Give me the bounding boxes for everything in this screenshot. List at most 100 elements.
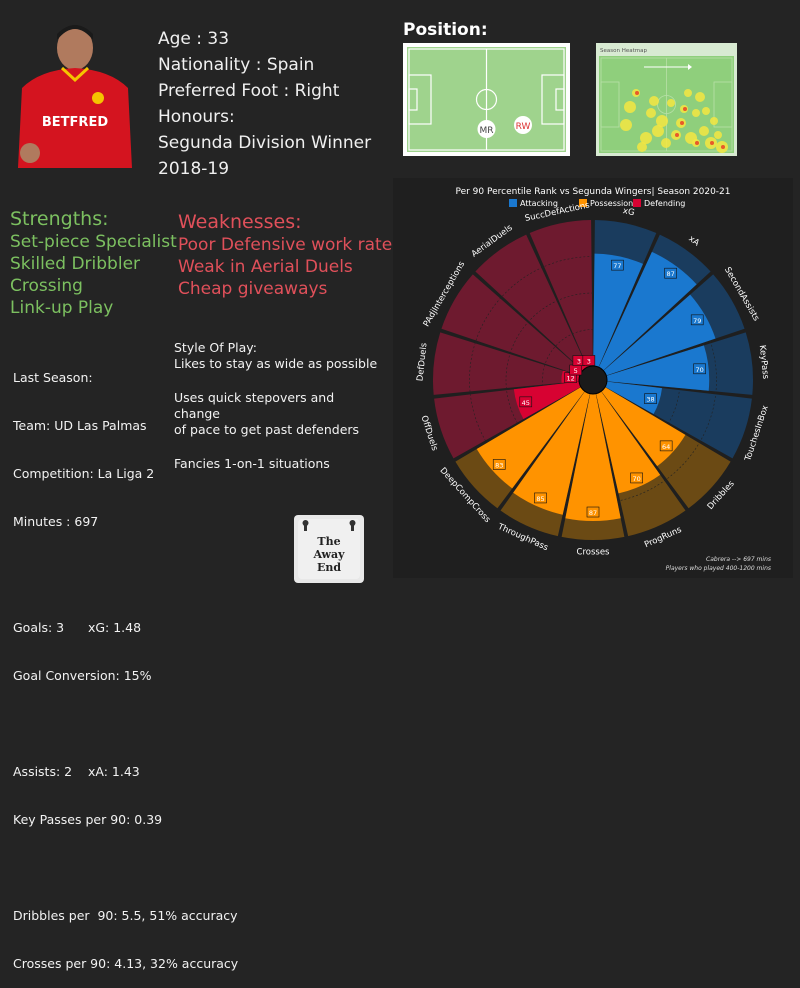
- value-label: 85: [536, 495, 544, 503]
- value-label: 77: [613, 262, 621, 270]
- value-label-box: [611, 259, 624, 271]
- position-pitch: MR RW: [403, 43, 570, 156]
- style-line: Uses quick stepovers and change: [174, 390, 335, 421]
- style-line: Fancies 1-on-1 situations: [174, 456, 330, 471]
- style-of-play: Style Of Play: Likes to stay as wide as …: [174, 340, 384, 472]
- heat-spot: [640, 132, 652, 144]
- category-label: DefDuels: [415, 342, 429, 382]
- radar-value-bar: [565, 393, 621, 522]
- value-label: 70: [632, 475, 640, 483]
- value-label-box: [644, 393, 657, 404]
- radar-value-bar: [513, 381, 581, 420]
- heat-spot: [695, 92, 705, 102]
- goals-xg: Goals: 3 xG: 1.48: [13, 620, 142, 635]
- value-label: 5: [574, 367, 578, 375]
- honours-season: 2018-19: [158, 159, 230, 179]
- player-photo: BETFRED: [10, 18, 140, 168]
- style-heading: Style Of Play:: [174, 340, 257, 355]
- last-season-heading: Last Season:: [13, 370, 93, 385]
- position-title: Position:: [403, 20, 488, 40]
- strength-item: Skilled Dribbler: [10, 254, 141, 274]
- radar-background-slice: [529, 220, 593, 368]
- heat-spot: [710, 117, 718, 125]
- value-label-box: [690, 314, 704, 326]
- heat-spot: [649, 96, 659, 106]
- strengths-panel: Strengths: Set-piece Specialist Skilled …: [10, 207, 177, 319]
- value-label-box: [582, 355, 596, 366]
- strength-item: Crossing: [10, 276, 83, 296]
- footnote: Players who played 400-1200 mins: [666, 565, 771, 572]
- heat-spot: [656, 115, 668, 127]
- honours-title: Segunda Division Winner: [158, 133, 372, 153]
- radar-value-bar: [603, 294, 716, 376]
- value-label: 45: [522, 399, 530, 407]
- legend-label: Attacking: [520, 199, 558, 208]
- value-label: 64: [662, 443, 670, 451]
- key-passes: Key Passes per 90: 0.39: [13, 812, 163, 827]
- radar-value-bar: [606, 345, 710, 391]
- heatmap-blobs: [620, 89, 728, 153]
- legend-swatch: [633, 199, 641, 207]
- heat-spot: [714, 131, 722, 139]
- category-label: xA: [686, 234, 701, 249]
- value-label-box: [492, 459, 506, 470]
- category-label: OffDuels: [419, 414, 440, 452]
- heat-spot: [680, 121, 684, 125]
- legend-swatch: [579, 199, 587, 207]
- style-line: Likes to stay as wide as possible: [174, 356, 378, 371]
- value-label-box: [630, 472, 643, 484]
- heat-spot: [661, 138, 671, 148]
- value-label: 3: [577, 358, 581, 366]
- season-heatmap: Season Heatmap: [596, 43, 737, 156]
- strength-item: Set-piece Specialist: [10, 232, 177, 252]
- assists-xa: Assists: 2 xA: 1.43: [13, 764, 140, 779]
- heatmap-title: Season Heatmap: [600, 48, 647, 54]
- value-label: 12: [566, 375, 574, 383]
- position-marker-mr: [477, 120, 496, 138]
- position-marker-rw: [514, 116, 532, 134]
- style-line: of pace to get past defenders: [174, 422, 360, 437]
- heat-spot: [667, 99, 675, 107]
- heat-spot: [675, 133, 679, 137]
- age: Age : 33: [158, 29, 230, 49]
- footnote: Cabrera --> 697 mins: [706, 556, 771, 563]
- heat-spot: [620, 119, 632, 131]
- dribbles: Dribbles per 90: 5.5, 51% accuracy: [13, 908, 238, 923]
- logo-text: End: [317, 561, 341, 574]
- position-label: RW: [516, 122, 531, 132]
- value-label: 79: [693, 317, 701, 325]
- weaknesses-title: Weaknesses:: [178, 211, 302, 233]
- legend-swatch: [509, 199, 517, 207]
- heat-spot: [624, 101, 636, 113]
- radar-background-slice: [441, 274, 583, 376]
- minutes: Minutes : 697: [13, 514, 99, 529]
- heat-spot: [710, 141, 714, 145]
- category-label: Crosses: [577, 548, 611, 558]
- value-label: 83: [495, 461, 503, 469]
- legend-label: Defending: [644, 199, 685, 208]
- weakness-item: Weak in Aerial Duels: [178, 257, 353, 277]
- radar-value-bar: [513, 391, 590, 515]
- category-label: KeyPass: [757, 345, 771, 381]
- category-label: xG: [622, 206, 635, 218]
- heat-spot: [646, 108, 656, 118]
- heat-spot: [695, 141, 699, 145]
- the-away-end-logo: The Away End: [294, 515, 364, 583]
- value-label-box: [693, 363, 706, 375]
- value-label-box: [664, 267, 677, 279]
- weakness-item: Cheap giveaways: [178, 279, 328, 299]
- heat-spot: [637, 142, 647, 152]
- value-label: 87: [666, 270, 674, 278]
- heat-spot: [692, 109, 700, 117]
- nationality: Nationality : Spain: [158, 55, 315, 75]
- preferred-foot: Preferred Foot : Right: [158, 81, 340, 101]
- radar-background-slice: [475, 234, 588, 371]
- heat-spot: [721, 145, 725, 149]
- radar-value-bar: [598, 251, 697, 371]
- heat-spot: [635, 91, 639, 95]
- heat-spot: [684, 89, 692, 97]
- chart-legend: Attacking Possession Defending: [509, 199, 685, 208]
- position-label: MR: [479, 126, 493, 136]
- percentile-radar-chart: Per 90 Percentile Rank vs Segunda Winger…: [393, 178, 793, 578]
